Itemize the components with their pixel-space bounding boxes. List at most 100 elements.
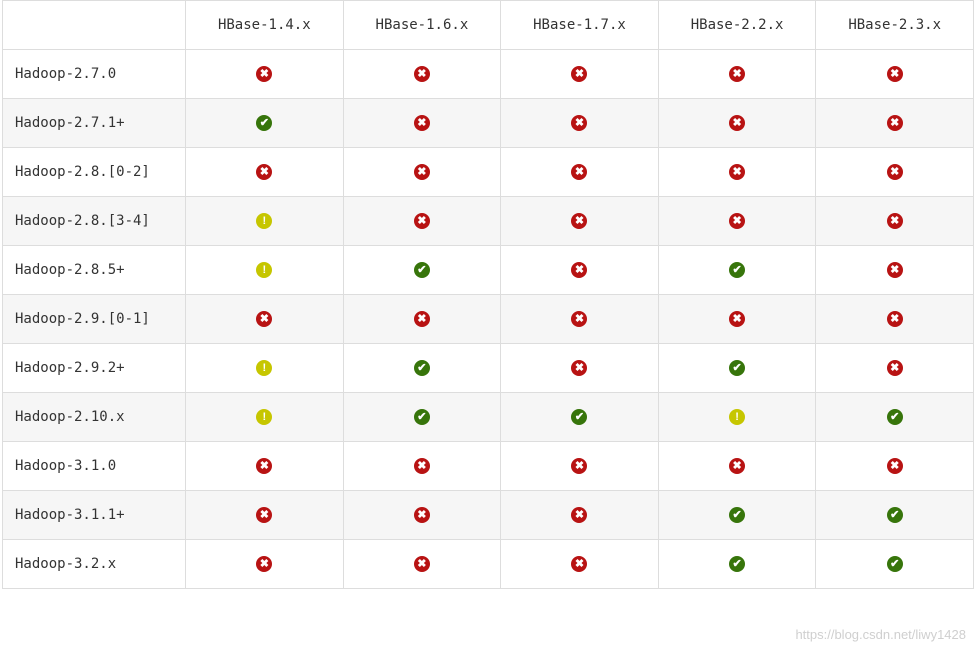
table-row: Hadoop-2.9.2+!✔✖✔✖ (3, 344, 974, 393)
table-row: Hadoop-3.1.1+✖✖✖✔✔ (3, 491, 974, 540)
status-cell: ✖ (658, 295, 816, 344)
status-cell: ✖ (501, 540, 659, 589)
row-label: Hadoop-2.8.[3-4] (3, 197, 186, 246)
status-cell: ✖ (816, 344, 974, 393)
status-cell: ✔ (343, 344, 501, 393)
status-cell: ✔ (658, 246, 816, 295)
col-header-hbase16: HBase-1.6.x (343, 1, 501, 50)
supported-icon: ✔ (887, 409, 903, 425)
row-label: Hadoop-2.9.2+ (3, 344, 186, 393)
supported-icon: ✔ (414, 262, 430, 278)
not-supported-icon: ✖ (729, 115, 745, 131)
status-cell: ! (186, 393, 344, 442)
not-supported-icon: ✖ (414, 311, 430, 327)
status-cell: ✔ (658, 540, 816, 589)
not-supported-icon: ✖ (414, 115, 430, 131)
watermark-text: https://blog.csdn.net/liwy1428 (795, 627, 966, 642)
status-cell: ✖ (816, 50, 974, 99)
status-cell: ✖ (186, 442, 344, 491)
table-row: Hadoop-2.8.[3-4]!✖✖✖✖ (3, 197, 974, 246)
not-supported-icon: ✖ (256, 507, 272, 523)
supported-icon: ✔ (887, 507, 903, 523)
status-cell: ✖ (658, 99, 816, 148)
warning-icon: ! (256, 409, 272, 425)
status-cell: ✖ (186, 295, 344, 344)
table-row: Hadoop-2.9.[0-1]✖✖✖✖✖ (3, 295, 974, 344)
not-supported-icon: ✖ (414, 66, 430, 82)
not-supported-icon: ✖ (414, 213, 430, 229)
status-cell: ✖ (501, 246, 659, 295)
col-header-hbase22: HBase-2.2.x (658, 1, 816, 50)
not-supported-icon: ✖ (887, 262, 903, 278)
not-supported-icon: ✖ (887, 66, 903, 82)
supported-icon: ✔ (571, 409, 587, 425)
status-cell: ✖ (343, 491, 501, 540)
status-cell: ✖ (186, 50, 344, 99)
not-supported-icon: ✖ (887, 360, 903, 376)
status-cell: ✔ (816, 393, 974, 442)
row-label: Hadoop-3.2.x (3, 540, 186, 589)
table-row: Hadoop-2.7.1+ ✔ ✖ ✖ ✖ ✖ (3, 99, 974, 148)
not-supported-icon: ✖ (414, 556, 430, 572)
row-label: Hadoop-2.9.[0-1] (3, 295, 186, 344)
not-supported-icon: ✖ (414, 164, 430, 180)
status-cell: ✔ (658, 491, 816, 540)
not-supported-icon: ✖ (887, 213, 903, 229)
warning-icon: ! (729, 409, 745, 425)
supported-icon: ✔ (729, 507, 745, 523)
status-cell: ✖ (816, 246, 974, 295)
not-supported-icon: ✖ (571, 311, 587, 327)
not-supported-icon: ✖ (887, 164, 903, 180)
not-supported-icon: ✖ (729, 164, 745, 180)
supported-icon: ✔ (414, 409, 430, 425)
status-cell: ! (186, 344, 344, 393)
status-cell: ! (658, 393, 816, 442)
status-cell: ✖ (343, 197, 501, 246)
not-supported-icon: ✖ (887, 458, 903, 474)
status-cell: ✖ (501, 491, 659, 540)
row-label: Hadoop-2.7.1+ (3, 99, 186, 148)
not-supported-icon: ✖ (571, 360, 587, 376)
status-cell: ✖ (343, 148, 501, 197)
not-supported-icon: ✖ (887, 311, 903, 327)
status-cell: ✖ (816, 197, 974, 246)
row-label: Hadoop-3.1.0 (3, 442, 186, 491)
status-cell: ✔ (816, 540, 974, 589)
table-row: Hadoop-3.2.x✖✖✖✔✔ (3, 540, 974, 589)
col-header-hbase14: HBase-1.4.x (186, 1, 344, 50)
supported-icon: ✔ (729, 262, 745, 278)
row-label: Hadoop-2.10.x (3, 393, 186, 442)
not-supported-icon: ✖ (414, 507, 430, 523)
status-cell: ✖ (816, 99, 974, 148)
status-cell: ✖ (501, 50, 659, 99)
status-cell: ✖ (343, 442, 501, 491)
status-cell: ✔ (343, 246, 501, 295)
status-cell: ✖ (186, 491, 344, 540)
status-cell: ✔ (186, 99, 344, 148)
table-row: Hadoop-2.7.0✖✖✖✖✖ (3, 50, 974, 99)
warning-icon: ! (256, 213, 272, 229)
status-cell: ✖ (501, 99, 659, 148)
status-cell: ✖ (658, 442, 816, 491)
not-supported-icon: ✖ (729, 311, 745, 327)
status-cell: ✖ (658, 148, 816, 197)
table-row: Hadoop-2.8.5+!✔✖✔✖ (3, 246, 974, 295)
supported-icon: ✔ (729, 360, 745, 376)
status-cell: ✔ (501, 393, 659, 442)
not-supported-icon: ✖ (256, 164, 272, 180)
row-label: Hadoop-2.8.[0-2] (3, 148, 186, 197)
not-supported-icon: ✖ (256, 458, 272, 474)
status-cell: ✖ (343, 295, 501, 344)
supported-icon: ✔ (256, 115, 272, 131)
status-cell: ✖ (501, 344, 659, 393)
status-cell: ✖ (816, 148, 974, 197)
status-cell: ✖ (343, 540, 501, 589)
status-cell: ✖ (658, 50, 816, 99)
status-cell: ✖ (343, 99, 501, 148)
not-supported-icon: ✖ (571, 164, 587, 180)
not-supported-icon: ✖ (729, 213, 745, 229)
status-cell: ✖ (501, 148, 659, 197)
status-cell: ✖ (501, 442, 659, 491)
not-supported-icon: ✖ (571, 507, 587, 523)
status-cell: ✖ (501, 295, 659, 344)
